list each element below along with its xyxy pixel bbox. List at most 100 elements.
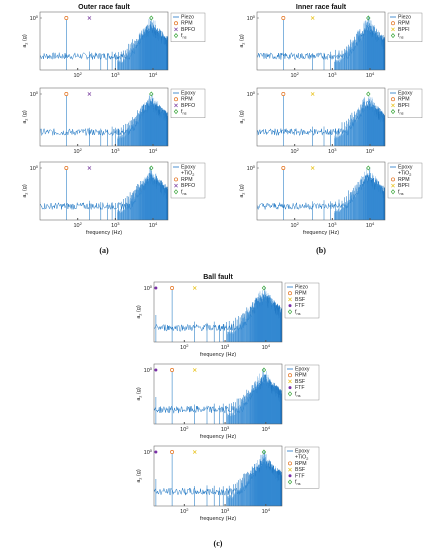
- legend-label: RPM: [295, 291, 307, 297]
- panel-7: 102 103 104 100 az (g) frequency (Hz) Ball fau…: [136, 274, 320, 358]
- y-tick-label: 100: [30, 164, 39, 172]
- resonance-band: [117, 17, 167, 70]
- axes-box: [39, 11, 169, 71]
- x-tick-label: 102: [290, 147, 299, 155]
- legend-label: Piezo: [398, 15, 411, 21]
- x-axis-label: frequency (Hz): [200, 352, 236, 358]
- legend-marker: [288, 474, 292, 478]
- marker-bpfi: [310, 16, 315, 20]
- resonance-band: [117, 94, 167, 146]
- legend-label: Epoxy: [398, 165, 413, 171]
- y-axis-label: az (g): [136, 387, 143, 400]
- legend-label: RPM: [181, 97, 193, 103]
- legend-label: BSF: [295, 297, 305, 303]
- y-axis-label: az (g): [136, 305, 143, 318]
- legend-box: [387, 162, 423, 199]
- legend-marker: [174, 21, 178, 26]
- panel-8: 102 103 104 100 az (g) frequency (Hz) EpoxyRPM…: [136, 363, 320, 440]
- legend-marker: [288, 386, 292, 390]
- marker-fns: [366, 91, 371, 97]
- legend-label: RPM: [295, 373, 307, 379]
- caption-b: (b): [316, 246, 326, 255]
- marker-fns: [149, 91, 154, 97]
- chart-title: Inner race fault: [296, 4, 347, 11]
- legend-marker-b: [174, 103, 178, 108]
- legend-marker: [287, 391, 293, 397]
- legend-label: RPM: [398, 21, 410, 27]
- marker-rpm: [281, 92, 286, 96]
- marker-rpm: [281, 16, 286, 20]
- legend-marker: [391, 27, 395, 32]
- legend-marker: [288, 297, 292, 302]
- x-tick-label: 103: [111, 221, 120, 229]
- x-tick-label: 103: [328, 221, 337, 229]
- x-tick-label: 103: [221, 425, 230, 433]
- resonance-band: [117, 166, 167, 220]
- legend-marker-b: [288, 297, 292, 302]
- legend-box: [284, 364, 320, 401]
- marker-rpm: [170, 368, 175, 372]
- legend-marker: [288, 304, 292, 308]
- resonance-band: [227, 368, 281, 424]
- legend-label: fns: [295, 391, 301, 398]
- spectrum-series: [257, 167, 385, 220]
- legend-marker: [174, 183, 178, 188]
- legend-label: BPFI: [398, 27, 410, 33]
- caption-c: (c): [214, 539, 223, 548]
- x-tick-label: 102: [73, 71, 82, 79]
- legend-label: RPM: [398, 97, 410, 103]
- x-axis-label: frequency (Hz): [303, 230, 339, 236]
- x-tick-label: 102: [180, 507, 189, 515]
- legend-label: BPFI: [398, 103, 410, 109]
- axes-box: [153, 363, 283, 425]
- legend-label: Epoxy: [181, 91, 196, 97]
- panel-9: 102 103 104 100 az (g) frequency (Hz) Epoxy+Ti…: [136, 445, 320, 522]
- x-axis-label: frequency (Hz): [86, 230, 122, 236]
- legend-label: Piezo: [181, 15, 194, 21]
- x-tick-label: 103: [328, 147, 337, 155]
- y-tick-label: 100: [144, 366, 153, 374]
- resonance-band: [227, 287, 281, 342]
- legend-marker: [288, 291, 292, 296]
- caption-a: (a): [99, 246, 109, 255]
- marker-bpfi-b: [310, 92, 315, 96]
- x-tick-label: 103: [221, 507, 230, 515]
- x-tick-label: 104: [262, 507, 271, 515]
- spectrum-series: [257, 95, 385, 146]
- marker-rpm: [170, 450, 175, 454]
- legend-label: BPFO: [181, 183, 195, 189]
- legend-marker: [391, 21, 395, 26]
- marker-bsf: [192, 450, 197, 454]
- marker-fns: [366, 165, 371, 171]
- marker-bpfi: [310, 166, 315, 170]
- legend-marker: [173, 189, 179, 195]
- legend-marker: [288, 379, 292, 384]
- marker-bsf: [192, 368, 197, 372]
- legend-label: BPFO: [181, 27, 195, 33]
- marker-fns: [261, 285, 267, 291]
- panel-3: 102 103 104 100 az (g) frequency (Hz) Epoxy+Ti…: [22, 161, 206, 236]
- legend-label: FTF: [295, 303, 305, 309]
- legend-label: BSF: [295, 467, 305, 473]
- legend-label: Epoxy: [181, 165, 196, 171]
- legend-marker: [391, 177, 395, 182]
- legend-label: RPM: [295, 461, 307, 467]
- marker-bpfo: [87, 16, 92, 20]
- legend-label: Epoxy: [398, 91, 413, 97]
- marker-bpfo: [87, 166, 92, 170]
- y-axis-label: az (g): [136, 469, 143, 482]
- y-axis-label: az (g): [22, 110, 29, 123]
- resonance-band: [227, 450, 281, 506]
- legend-label: FTF: [295, 473, 305, 479]
- x-tick-label: 103: [221, 343, 230, 351]
- legend-label: RPM: [181, 177, 193, 183]
- marker-bsf-b: [192, 368, 197, 372]
- x-tick-label: 104: [366, 71, 375, 79]
- y-tick-label: 100: [247, 14, 256, 22]
- marker-ftf: [154, 286, 158, 290]
